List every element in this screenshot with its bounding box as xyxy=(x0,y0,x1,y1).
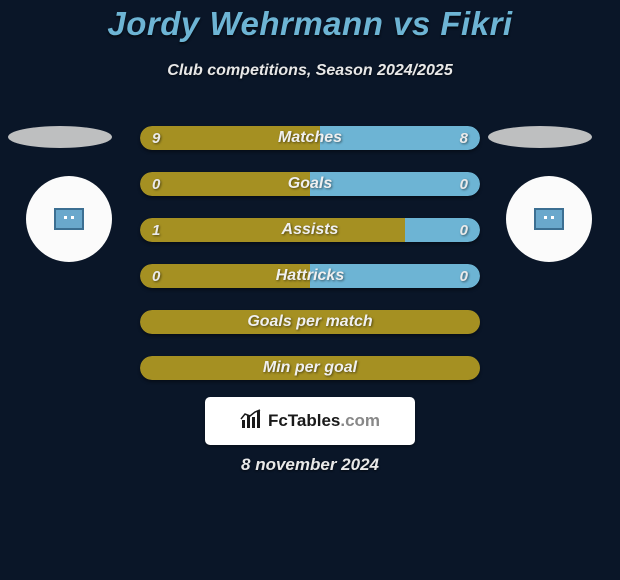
stat-value-right: 0 xyxy=(448,264,480,288)
stat-value-left: 1 xyxy=(140,218,172,242)
stat-value-left: 0 xyxy=(140,172,172,196)
left-player-badge xyxy=(26,176,112,262)
subtitle: Club competitions, Season 2024/2025 xyxy=(0,62,620,80)
right-player-shadow xyxy=(488,126,592,148)
stat-label: Min per goal xyxy=(140,356,480,380)
stat-value-right: 0 xyxy=(448,218,480,242)
stat-row: Goals per match xyxy=(140,310,480,334)
stats-column: Matches98Goals00Assists10Hattricks00Goal… xyxy=(140,126,480,402)
stat-row: Min per goal xyxy=(140,356,480,380)
placeholder-image-icon xyxy=(534,208,564,230)
stat-value-left: 9 xyxy=(140,126,172,150)
logo-text: FcTables.com xyxy=(268,411,380,431)
date-label: 8 november 2024 xyxy=(0,455,620,475)
stat-label: Goals per match xyxy=(140,310,480,334)
right-player-badge xyxy=(506,176,592,262)
stat-value-right: 8 xyxy=(448,126,480,150)
fctables-logo[interactable]: FcTables.com xyxy=(205,397,415,445)
stat-value-right: 0 xyxy=(448,172,480,196)
stat-value-left: 0 xyxy=(140,264,172,288)
stat-row: Matches9 8 xyxy=(140,126,480,150)
stat-label: Matches xyxy=(140,126,480,150)
bar-chart-icon xyxy=(240,408,262,435)
placeholder-image-icon xyxy=(54,208,84,230)
comparison-widget: { "header": { "title": "Jordy Wehrmann v… xyxy=(0,0,620,580)
stat-label: Goals xyxy=(140,172,480,196)
left-player-shadow xyxy=(8,126,112,148)
stat-label: Assists xyxy=(140,218,480,242)
page-title: Jordy Wehrmann vs Fikri xyxy=(0,5,620,43)
stat-row: Assists1 0 xyxy=(140,218,480,242)
stat-row: Hattricks0 0 xyxy=(140,264,480,288)
stat-row: Goals0 0 xyxy=(140,172,480,196)
stat-label: Hattricks xyxy=(140,264,480,288)
